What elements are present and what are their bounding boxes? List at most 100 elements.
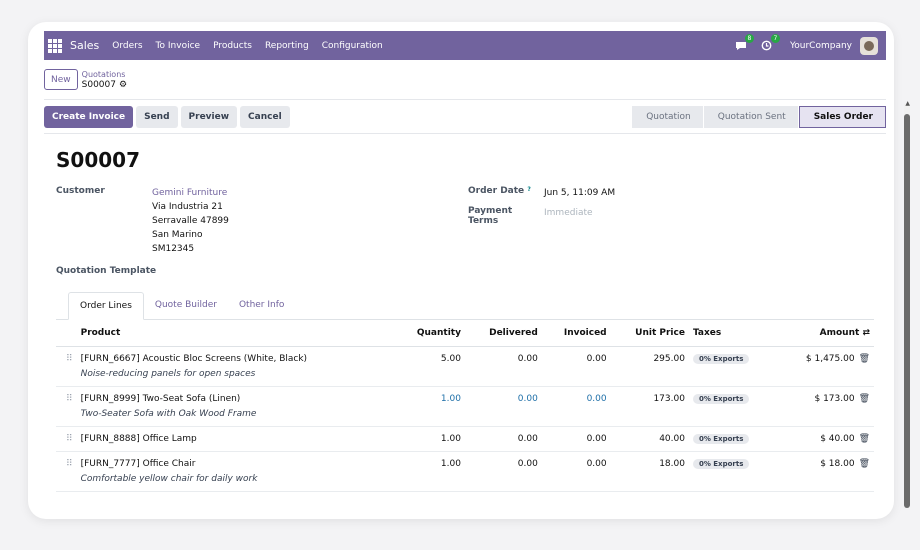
drag-handle-icon[interactable]: ⠿ (56, 426, 77, 452)
gear-icon[interactable]: ⚙ (118, 79, 128, 90)
stage-pipeline: Quotation Quotation Sent Sales Order (631, 105, 886, 128)
cancel-button[interactable]: Cancel (240, 105, 290, 128)
apps-menu-icon[interactable] (48, 38, 62, 53)
table-row[interactable]: ⠿ [FURN_6667] Acoustic Bloc Screens (Whi… (56, 346, 874, 387)
drag-handle-icon[interactable]: ⠿ (56, 451, 77, 492)
preview-button[interactable]: Preview (180, 105, 238, 128)
delivered-cell: 0.00 (464, 386, 542, 427)
tab-other-info[interactable]: Other Info (238, 300, 285, 310)
menu-products[interactable]: Products (213, 40, 252, 51)
product-name[interactable]: [FURN_8888] Office Lamp (80, 434, 197, 444)
new-button[interactable]: New (44, 69, 78, 90)
unit-price-cell[interactable]: 173.00 (610, 386, 689, 427)
invoiced-cell: 0.00 (541, 426, 611, 452)
col-amount-label: Amount (819, 328, 860, 338)
quantity-cell[interactable]: 1.00 (394, 426, 465, 452)
address-line-1: Via Industria 21 (152, 202, 223, 212)
unit-price-cell[interactable]: 40.00 (610, 426, 689, 452)
breadcrumb-current-label: S00007 (81, 79, 116, 90)
menu-reporting[interactable]: Reporting (264, 40, 309, 51)
product-name[interactable]: [FURN_8999] Two-Seat Sofa (Linen) (80, 394, 241, 404)
col-product[interactable]: Product (76, 320, 395, 347)
order-date-label: Order Date ? (468, 186, 544, 200)
delivered-cell: 0.00 (464, 346, 542, 387)
app-name[interactable]: Sales (70, 39, 100, 52)
send-button[interactable]: Send (136, 105, 178, 128)
help-icon[interactable]: ? (527, 186, 531, 193)
col-invoiced[interactable]: Invoiced (541, 320, 611, 347)
product-description[interactable]: Comfortable yellow chair for daily work (80, 474, 258, 484)
trash-icon[interactable]: 🗑 (858, 434, 870, 444)
product-name[interactable]: [FURN_6667] Acoustic Bloc Screens (White… (80, 354, 308, 364)
status-bar: Create Invoice Send Preview Cancel Quota… (44, 100, 886, 134)
unit-price-cell[interactable]: 18.00 (610, 451, 689, 492)
company-switcher[interactable]: YourCompany (789, 40, 852, 51)
tab-quote-builder[interactable]: Quote Builder (154, 300, 217, 310)
trash-icon[interactable]: 🗑 (858, 354, 870, 364)
invoiced-cell: 0.00 (541, 386, 611, 427)
address-line-3: San Marino (152, 230, 203, 240)
payment-terms-field[interactable]: Immediate (544, 208, 593, 218)
menu-configuration[interactable]: Configuration (321, 40, 383, 51)
table-row[interactable]: ⠿ [FURN_8999] Two-Seat Sofa (Linen) Two-S… (56, 386, 874, 427)
menu-to-invoice[interactable]: To Invoice (155, 40, 201, 51)
form-sheet: S00007 Customer Gemini Furniture Via Ind… (44, 134, 886, 492)
col-taxes[interactable]: Taxes (688, 320, 777, 347)
scroll-up-arrow-icon[interactable]: ▲ (905, 100, 910, 107)
breadcrumb-current: S00007 ⚙ (82, 80, 127, 91)
product-description[interactable]: Noise-reducing panels for open spaces (80, 369, 256, 379)
customer-field[interactable]: Gemini Furniture (152, 188, 228, 198)
column-settings-icon[interactable]: ⇄ (862, 328, 870, 338)
product-description[interactable]: Two-Seater Sofa with Oak Wood Frame (80, 409, 257, 419)
user-avatar[interactable] (860, 36, 878, 55)
tax-badge[interactable]: 0% Exports (692, 459, 750, 469)
table-row[interactable]: ⠿ [FURN_8888] Office Lamp 1.00 0.00 0.00… (56, 426, 874, 452)
amount-cell: $ 1,475.00 (805, 354, 855, 364)
col-unit-price[interactable]: Unit Price (610, 320, 689, 347)
activities-badge: 7 (770, 33, 780, 43)
activities-icon[interactable]: 7 (760, 33, 780, 53)
stage-quotation[interactable]: Quotation (632, 105, 703, 128)
top-navbar: Sales Orders To Invoice Products Reporti… (44, 31, 886, 60)
trash-icon[interactable]: 🗑 (858, 394, 870, 404)
order-date-label-text: Order Date (468, 186, 525, 196)
stage-quotation-sent[interactable]: Quotation Sent (703, 105, 798, 128)
quantity-cell[interactable]: 1.00 (394, 386, 465, 427)
tax-badge[interactable]: 0% Exports (692, 394, 750, 404)
control-panel: New Quotations S00007 ⚙ (44, 60, 886, 100)
tax-badge[interactable]: 0% Exports (692, 354, 750, 364)
customer-label: Customer (56, 186, 105, 196)
order-lines-table: Product Quantity Delivered Invoiced Unit… (56, 320, 874, 492)
scrollbar[interactable] (904, 104, 910, 508)
product-name[interactable]: [FURN_7777] Office Chair (80, 459, 196, 469)
menu-orders[interactable]: Orders (112, 40, 143, 51)
tax-badge[interactable]: 0% Exports (692, 434, 750, 444)
messages-badge: 8 (744, 33, 754, 43)
quantity-cell[interactable]: 1.00 (394, 451, 465, 492)
scrollbar-thumb[interactable] (904, 114, 910, 508)
quotation-template-label: Quotation Template (56, 266, 157, 276)
quantity-cell[interactable]: 5.00 (394, 346, 465, 387)
drag-handle-icon[interactable]: ⠿ (56, 346, 77, 387)
messages-icon[interactable]: 8 (734, 33, 754, 53)
table-row[interactable]: ⠿ [FURN_7777] Office Chair Comfortable ye… (56, 451, 874, 492)
amount-cell: $ 40.00 (820, 434, 855, 444)
drag-handle-icon[interactable]: ⠿ (56, 386, 77, 427)
table-header-row: Product Quantity Delivered Invoiced Unit… (56, 320, 874, 347)
col-quantity[interactable]: Quantity (394, 320, 465, 347)
order-title: S00007 (56, 148, 140, 172)
invoiced-cell: 0.00 (541, 451, 611, 492)
stage-sales-order[interactable]: Sales Order (798, 105, 886, 128)
create-invoice-button[interactable]: Create Invoice (44, 105, 134, 128)
unit-price-cell[interactable]: 295.00 (610, 346, 689, 387)
order-date-field[interactable]: Jun 5, 11:09 AM (544, 188, 616, 198)
tab-order-lines[interactable]: Order Lines (68, 292, 144, 320)
amount-cell: $ 173.00 (814, 394, 855, 404)
col-amount[interactable]: Amount ⇄ (776, 320, 874, 347)
col-delivered[interactable]: Delivered (464, 320, 542, 347)
breadcrumb-quotations[interactable]: Quotations (81, 69, 126, 79)
form-tabs: Order Lines Quote Builder Other Info (56, 292, 874, 320)
invoiced-cell: 0.00 (541, 346, 611, 387)
trash-icon[interactable]: 🗑 (858, 459, 870, 469)
address-line-4: SM12345 (152, 244, 195, 254)
